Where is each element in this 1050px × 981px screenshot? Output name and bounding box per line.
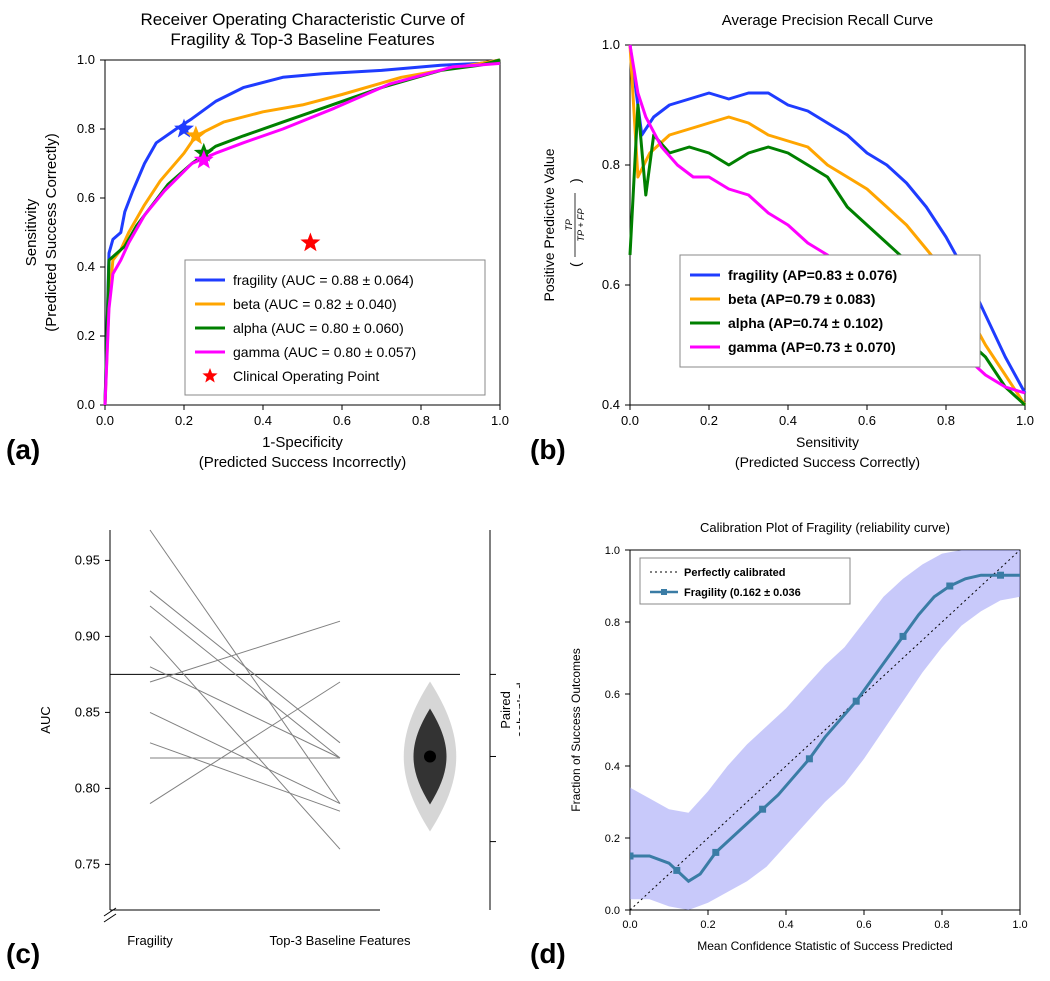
svg-text:0.8: 0.8 bbox=[937, 413, 955, 428]
roc-chart: Receiver Operating Characteristic Curve … bbox=[10, 5, 520, 495]
svg-text:0.6: 0.6 bbox=[77, 190, 95, 205]
svg-text:(Predicted Success Correctly): (Predicted Success Correctly) bbox=[735, 454, 920, 470]
svg-text:0.8: 0.8 bbox=[602, 157, 620, 172]
svg-text:0.4: 0.4 bbox=[602, 397, 620, 412]
panel-label-b: (b) bbox=[530, 434, 566, 466]
panel-b: Average Precision Recall Curve 0.0 0.2 0.4 0… bbox=[530, 5, 1040, 495]
svg-text:0.0: 0.0 bbox=[622, 919, 637, 931]
svg-text:0.4: 0.4 bbox=[254, 413, 272, 428]
svg-text:0.2: 0.2 bbox=[700, 413, 718, 428]
svg-text:0.8: 0.8 bbox=[77, 121, 95, 136]
svg-text:Positive Predictive Value: Positive Predictive Value bbox=[541, 148, 557, 301]
svg-text:0.8: 0.8 bbox=[934, 919, 949, 931]
svg-text:0.6: 0.6 bbox=[602, 277, 620, 292]
paired-auc-chart: 0.75 0.80 0.85 0.90 0.95 AUC Fragility Top-3 Ba… bbox=[10, 510, 520, 970]
svg-text:beta (AUC = 0.82 ± 0.040): beta (AUC = 0.82 ± 0.040) bbox=[233, 296, 397, 312]
svg-text:beta (AP=0.79 ± 0.083): beta (AP=0.79 ± 0.083) bbox=[728, 291, 875, 307]
svg-text:Perfectly calibrated: Perfectly calibrated bbox=[684, 567, 786, 579]
panel-c: 0.75 0.80 0.85 0.90 0.95 AUC Fragility Top-3 Ba… bbox=[10, 510, 520, 970]
svg-text:Mean Confidence Statistic of S: Mean Confidence Statistic of Success Pre… bbox=[697, 939, 952, 953]
svg-text:0.0: 0.0 bbox=[605, 905, 620, 917]
svg-text:Fragility (0.162 ± 0.036: Fragility (0.162 ± 0.036 bbox=[684, 587, 801, 599]
svg-text:0.95: 0.95 bbox=[75, 552, 100, 567]
svg-text:0.6: 0.6 bbox=[858, 413, 876, 428]
svg-text:(Predicted Success Correctly): (Predicted Success Correctly) bbox=[43, 133, 60, 331]
svg-text:0.0: 0.0 bbox=[621, 413, 639, 428]
svg-text:0.80: 0.80 bbox=[75, 780, 100, 795]
svg-text:(: ( bbox=[567, 262, 583, 267]
svg-text:1.0: 1.0 bbox=[77, 52, 95, 67]
svg-text:0.2: 0.2 bbox=[605, 833, 620, 845]
svg-text:0.6: 0.6 bbox=[333, 413, 351, 428]
svg-text:1.0: 1.0 bbox=[605, 545, 620, 557]
svg-text:0.6: 0.6 bbox=[856, 919, 871, 931]
pr-chart: Average Precision Recall Curve 0.0 0.2 0.4 0… bbox=[530, 5, 1040, 495]
panel-label-d: (d) bbox=[530, 938, 566, 970]
svg-text:fragility (AP=0.83 ± 0.076): fragility (AP=0.83 ± 0.076) bbox=[728, 267, 897, 283]
svg-text:Clinical Operating Point: Clinical Operating Point bbox=[233, 368, 379, 384]
svg-text:alpha (AP=0.74 ± 0.102): alpha (AP=0.74 ± 0.102) bbox=[728, 315, 883, 331]
svg-text:0.4: 0.4 bbox=[77, 259, 95, 274]
svg-text:Fragility: Fragility bbox=[127, 933, 173, 948]
svg-text:1.0: 1.0 bbox=[1012, 919, 1027, 931]
svg-text:Receiver Operating Characteris: Receiver Operating Characteristic Curve … bbox=[140, 10, 464, 29]
svg-text:0.0: 0.0 bbox=[96, 413, 114, 428]
figure-container: Receiver Operating Characteristic Curve … bbox=[0, 0, 1050, 981]
panel-label-c: (c) bbox=[6, 938, 40, 970]
panel-a: Receiver Operating Characteristic Curve … bbox=[10, 5, 520, 495]
svg-text:Average Precision Recall Curve: Average Precision Recall Curve bbox=[722, 12, 934, 29]
svg-text:alpha (AUC = 0.80 ± 0.060): alpha (AUC = 0.80 ± 0.060) bbox=[233, 320, 404, 336]
svg-text:(Predicted Success Incorrectly: (Predicted Success Incorrectly) bbox=[199, 454, 407, 471]
svg-text:0.4: 0.4 bbox=[605, 761, 620, 773]
panel-label-a: (a) bbox=[6, 434, 40, 466]
svg-text:TP: TP bbox=[564, 219, 574, 231]
svg-text:0.2: 0.2 bbox=[77, 328, 95, 343]
svg-text:TP + FP: TP + FP bbox=[576, 209, 586, 242]
svg-text:Paired: Paired bbox=[498, 691, 513, 729]
svg-text:gamma (AP=0.73 ± 0.070): gamma (AP=0.73 ± 0.070) bbox=[728, 339, 896, 355]
svg-text:Fragility & Top-3 Baseline Fea: Fragility & Top-3 Baseline Features bbox=[170, 30, 434, 49]
svg-text:1.0: 1.0 bbox=[491, 413, 509, 428]
svg-text:0.4: 0.4 bbox=[778, 919, 793, 931]
svg-text:Sensitivity: Sensitivity bbox=[796, 434, 859, 450]
svg-text:0.2: 0.2 bbox=[700, 919, 715, 931]
svg-text:Calibration Plot of Fragility: Calibration Plot of Fragility (reliabili… bbox=[700, 520, 950, 535]
svg-text:0.2: 0.2 bbox=[175, 413, 193, 428]
svg-text:0.4: 0.4 bbox=[779, 413, 797, 428]
svg-text:1.0: 1.0 bbox=[1016, 413, 1034, 428]
calibration-chart: Calibration Plot of Fragility (reliabili… bbox=[530, 510, 1040, 970]
svg-text:0.8: 0.8 bbox=[605, 617, 620, 629]
svg-text:1-Specificity: 1-Specificity bbox=[262, 434, 343, 451]
svg-text:fragility (AUC = 0.88 ± 0.064): fragility (AUC = 0.88 ± 0.064) bbox=[233, 272, 414, 288]
svg-text:1.0: 1.0 bbox=[602, 37, 620, 52]
svg-text:Top-3 Baseline Features: Top-3 Baseline Features bbox=[270, 933, 411, 948]
svg-text:0.75: 0.75 bbox=[75, 856, 100, 871]
panel-d: Calibration Plot of Fragility (reliabili… bbox=[530, 510, 1040, 970]
svg-text:cohen's d: cohen's d bbox=[514, 682, 520, 737]
svg-text:Fraction of Success Outcomes: Fraction of Success Outcomes bbox=[569, 648, 583, 811]
svg-text:0.8: 0.8 bbox=[412, 413, 430, 428]
svg-text:0.85: 0.85 bbox=[75, 704, 100, 719]
svg-text:): ) bbox=[567, 178, 583, 183]
svg-text:0.90: 0.90 bbox=[75, 628, 100, 643]
svg-text:gamma (AUC = 0.80 ± 0.057): gamma (AUC = 0.80 ± 0.057) bbox=[233, 344, 416, 360]
svg-text:AUC: AUC bbox=[38, 706, 53, 733]
svg-text:Sensitivity: Sensitivity bbox=[23, 198, 40, 266]
svg-text:0.0: 0.0 bbox=[77, 397, 95, 412]
svg-text:0.6: 0.6 bbox=[605, 689, 620, 701]
